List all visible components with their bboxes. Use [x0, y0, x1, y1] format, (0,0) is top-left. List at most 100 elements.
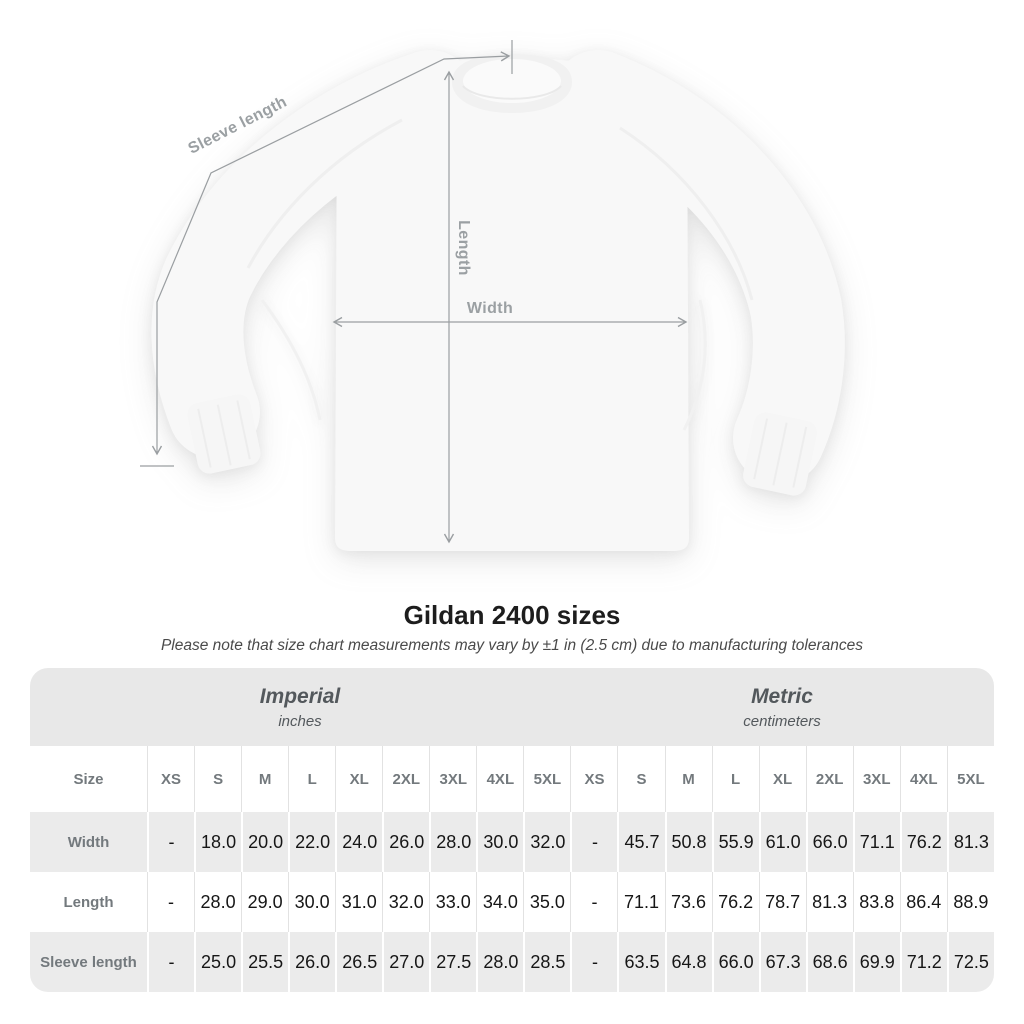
width-metric-5xl: 81.3	[946, 812, 994, 872]
length-metric-4xl: 86.4	[899, 872, 947, 932]
length-imperial-xs: -	[147, 872, 195, 932]
width-imperial-2xl: 26.0	[382, 812, 430, 872]
length-imperial-2xl: 32.0	[382, 872, 430, 932]
length-metric-3xl: 83.8	[852, 872, 900, 932]
imperial-unit: inches	[278, 712, 322, 730]
page-title: Gildan 2400 sizes	[403, 600, 621, 630]
metric-section-header: Metric centimeters	[570, 668, 994, 746]
width-metric-3xl: 71.1	[852, 812, 900, 872]
sleeve-metric-2xl: 68.6	[805, 932, 853, 992]
length-imperial-3xl: 33.0	[429, 872, 477, 932]
width-row-label: Width	[30, 812, 147, 872]
sleeve-metric-3xl: 69.9	[852, 932, 900, 992]
width-imperial-xs: -	[147, 812, 195, 872]
width-metric-m: 50.8	[664, 812, 712, 872]
width-label: Width	[466, 300, 514, 317]
sleeve-imperial-s: 25.0	[194, 932, 242, 992]
fold-line	[260, 299, 322, 421]
length-imperial-xl: 31.0	[335, 872, 383, 932]
width-metric-s: 45.7	[617, 812, 665, 872]
width-metric-xl: 61.0	[758, 812, 806, 872]
width-row: Width - 18.0 20.0 22.0 24.0 26.0 28.0 30…	[30, 812, 994, 872]
length-imperial-s: 28.0	[194, 872, 242, 932]
size-table: Imperial inches Metric centimeters Size …	[30, 668, 994, 992]
size-col-metric-4xl: 4XL	[899, 746, 947, 812]
width-metric-l: 55.9	[711, 812, 759, 872]
units-header-band: Imperial inches Metric centimeters	[30, 668, 994, 746]
length-row: Length - 28.0 29.0 30.0 31.0 32.0 33.0 3…	[30, 872, 994, 932]
size-col-imperial-2xl: 2XL	[382, 746, 430, 812]
shirt-right-cuff	[743, 412, 817, 496]
length-metric-m: 73.6	[664, 872, 712, 932]
size-col-imperial-l: L	[288, 746, 336, 812]
size-col-imperial-xl: XL	[335, 746, 383, 812]
size-col-metric-l: L	[711, 746, 759, 812]
length-imperial-m: 29.0	[241, 872, 289, 932]
size-col-metric-xs: XS	[570, 746, 618, 812]
sleeve-imperial-2xl: 27.0	[382, 932, 430, 992]
size-col-metric-m: M	[664, 746, 712, 812]
sleeve-imperial-3xl: 27.5	[429, 932, 477, 992]
length-metric-l: 76.2	[711, 872, 759, 932]
length-imperial-l: 30.0	[288, 872, 336, 932]
length-label: Length	[455, 220, 472, 276]
sleeve-length-row: Sleeve length - 25.0 25.5 26.0 26.5 27.0…	[30, 932, 994, 992]
size-col-metric-s: S	[617, 746, 665, 812]
length-metric-2xl: 81.3	[805, 872, 853, 932]
sleeve-length-arrow	[151, 51, 511, 456]
fold-line	[619, 126, 754, 301]
size-row-label: Size	[30, 746, 147, 812]
sleeve-metric-m: 64.8	[664, 932, 712, 992]
sleeve-imperial-l: 26.0	[288, 932, 336, 992]
width-imperial-4xl: 30.0	[476, 812, 524, 872]
width-metric-4xl: 76.2	[899, 812, 947, 872]
sleeve-imperial-xs: -	[147, 932, 195, 992]
fold-line	[682, 299, 707, 431]
sleeve-length-row-label: Sleeve length	[30, 932, 147, 992]
sleeve-metric-4xl: 71.2	[899, 932, 947, 992]
size-col-metric-xl: XL	[758, 746, 806, 812]
length-metric-xl: 78.7	[758, 872, 806, 932]
width-imperial-3xl: 28.0	[429, 812, 477, 872]
width-metric-2xl: 66.0	[805, 812, 853, 872]
size-header-row: Size XS S M L XL 2XL 3XL 4XL 5XL XS S M …	[30, 746, 994, 812]
metric-label: Metric	[751, 684, 813, 708]
sleeve-metric-5xl: 72.5	[946, 932, 994, 992]
size-col-imperial-xs: XS	[147, 746, 195, 812]
width-imperial-s: 18.0	[194, 812, 242, 872]
sleeve-metric-l: 66.0	[711, 932, 759, 992]
imperial-label: Imperial	[259, 684, 341, 708]
size-col-imperial-m: M	[241, 746, 289, 812]
page-subtitle: Please note that size chart measurements…	[160, 637, 864, 654]
length-row-label: Length	[30, 872, 147, 932]
width-imperial-5xl: 32.0	[523, 812, 571, 872]
sleeve-imperial-m: 25.5	[241, 932, 289, 992]
sleeve-imperial-4xl: 28.0	[476, 932, 524, 992]
length-imperial-5xl: 35.0	[523, 872, 571, 932]
size-col-metric-2xl: 2XL	[805, 746, 853, 812]
width-metric-xs: -	[570, 812, 618, 872]
size-table-grid: Size XS S M L XL 2XL 3XL 4XL 5XL XS S M …	[30, 746, 994, 992]
length-metric-s: 71.1	[617, 872, 665, 932]
sleeve-metric-xs: -	[570, 932, 618, 992]
imperial-section-header: Imperial inches	[30, 668, 570, 746]
size-col-imperial-3xl: 3XL	[429, 746, 477, 812]
title-block: Gildan 2400 sizes Please note that size …	[0, 600, 1024, 655]
sleeve-metric-xl: 67.3	[758, 932, 806, 992]
sleeve-imperial-5xl: 28.5	[523, 932, 571, 992]
size-col-imperial-4xl: 4XL	[476, 746, 524, 812]
sleeve-metric-s: 63.5	[617, 932, 665, 992]
length-metric-5xl: 88.9	[946, 872, 994, 932]
size-col-metric-3xl: 3XL	[852, 746, 900, 812]
shirt-diagram-svg	[140, 40, 817, 544]
width-imperial-m: 20.0	[241, 812, 289, 872]
size-col-metric-5xl: 5XL	[946, 746, 994, 812]
size-col-imperial-s: S	[194, 746, 242, 812]
length-imperial-4xl: 34.0	[476, 872, 524, 932]
length-metric-xs: -	[570, 872, 618, 932]
sleeve-imperial-xl: 26.5	[335, 932, 383, 992]
width-imperial-l: 22.0	[288, 812, 336, 872]
width-imperial-xl: 24.0	[335, 812, 383, 872]
metric-unit: centimeters	[743, 712, 821, 730]
